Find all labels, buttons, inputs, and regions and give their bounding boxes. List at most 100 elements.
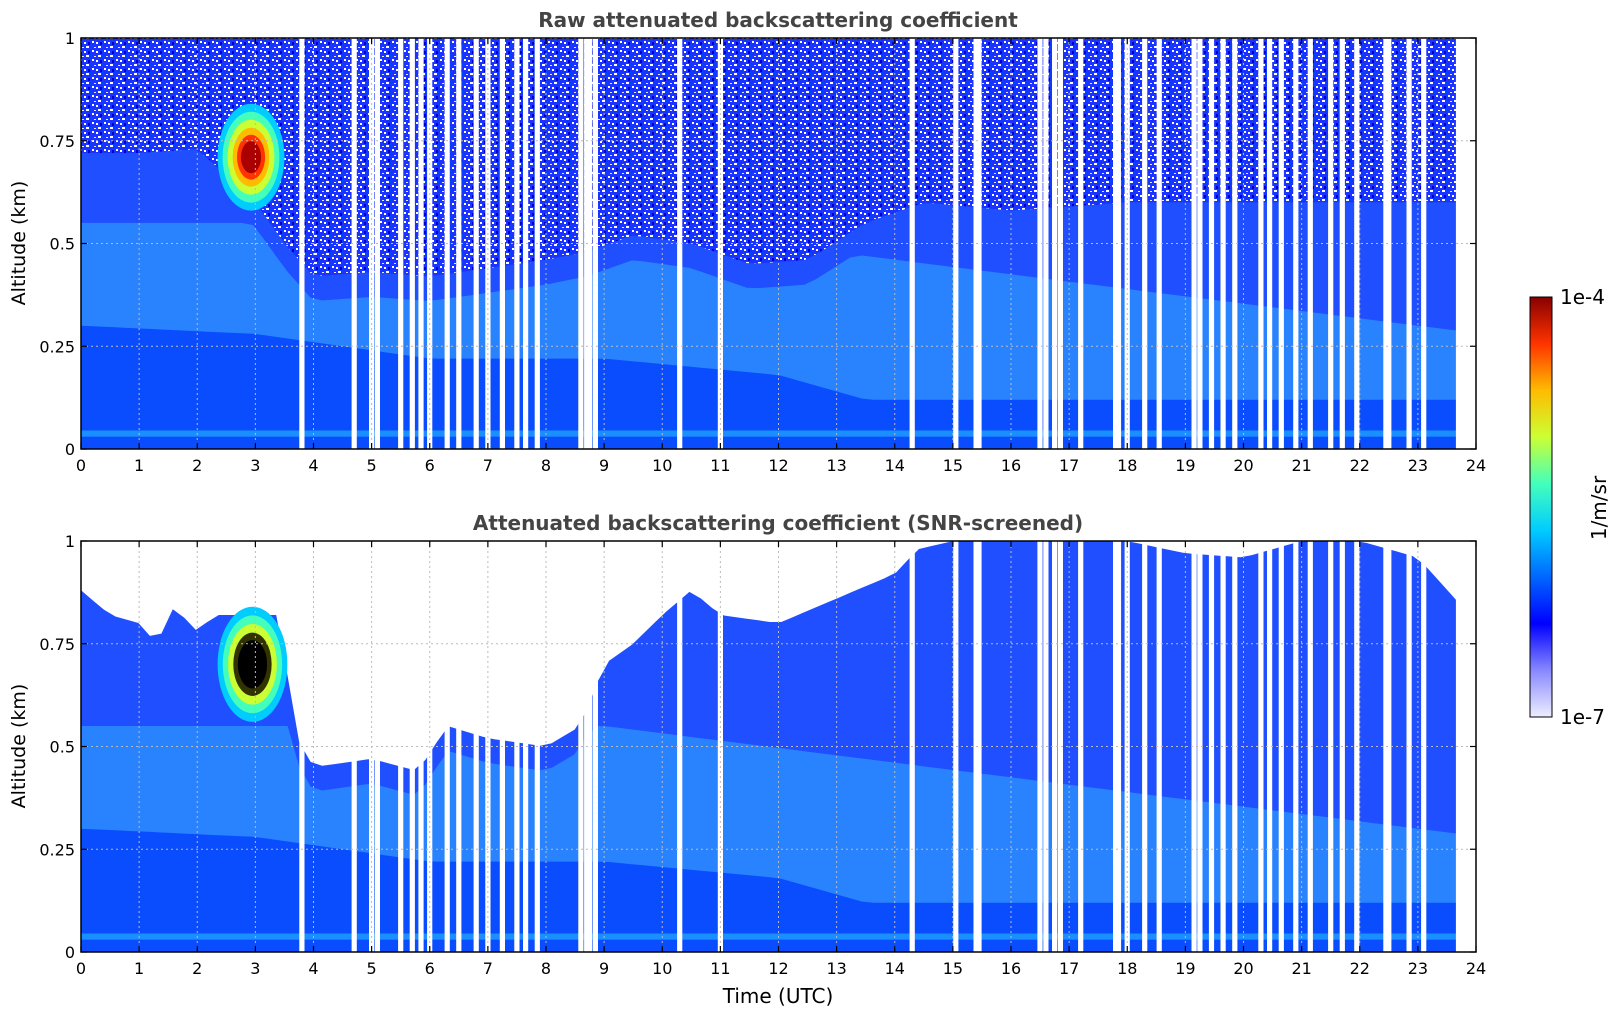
missing-data-gap	[351, 541, 357, 952]
colorbar: 1e-4 1e-7 1/m/sr	[1529, 285, 1611, 729]
missing-data-gap	[1197, 541, 1203, 952]
raw-grid	[81, 38, 1476, 449]
missing-data-gap	[1142, 541, 1148, 952]
x-tick-label: 1	[134, 959, 144, 978]
missing-data-gap	[1043, 541, 1049, 952]
missing-data-gap	[976, 38, 982, 449]
y-tick-label: 1	[65, 532, 75, 551]
x-tick-label: 22	[1350, 456, 1370, 475]
x-tick-label: 19	[1175, 456, 1195, 475]
x-tick-label: 17	[1059, 959, 1079, 978]
x-tick-label: 1	[134, 456, 144, 475]
missing-data-gap	[1220, 38, 1226, 449]
colorbar-scale	[1529, 296, 1553, 718]
y-tick-label: 0.5	[50, 235, 75, 254]
missing-data-gap	[1328, 38, 1334, 449]
snr-grid	[81, 541, 1476, 952]
snr-screened-panel: Attenuated backscattering coefficient (S…	[8, 511, 1486, 1008]
missing-data-gap	[592, 541, 598, 952]
x-tick-label: 18	[1117, 959, 1137, 978]
missing-data-gap	[1258, 541, 1264, 952]
x-tick-label: 20	[1233, 456, 1253, 475]
missing-data-gap	[1267, 541, 1273, 952]
missing-data-gap	[1293, 541, 1299, 952]
missing-data-gap	[1232, 38, 1238, 449]
snr-panel-title: Attenuated backscattering coefficient (S…	[473, 511, 1083, 535]
missing-data-gap	[1115, 38, 1122, 449]
missing-data-gap	[1113, 541, 1119, 952]
missing-data-gap	[1052, 541, 1058, 952]
x-tick-label: 12	[768, 959, 788, 978]
missing-data-gap	[1406, 38, 1412, 449]
missing-data-gap	[1455, 38, 1462, 449]
cloud-feature	[217, 606, 288, 722]
surface-stripe	[81, 933, 1459, 940]
missing-data-gap	[523, 541, 529, 952]
missing-data-gap	[1307, 38, 1313, 449]
x-tick-label: 7	[483, 959, 493, 978]
missing-data-gap	[1293, 38, 1299, 449]
missing-data-gap	[578, 541, 584, 952]
y-tick-label: 0.25	[39, 337, 75, 356]
missing-data-gap	[398, 38, 404, 449]
y-tick-label: 0.25	[39, 840, 75, 859]
missing-data-gap	[1191, 38, 1197, 449]
y-tick-label: 1	[65, 29, 75, 48]
x-tick-label: 14	[885, 456, 905, 475]
missing-data-gap	[1156, 541, 1162, 952]
missing-data-gap	[1043, 38, 1049, 449]
raw-y-ticks: 0 0.25 0.5 0.75 1	[39, 29, 1476, 459]
x-tick-label: 4	[308, 959, 318, 978]
raw-x-ticks: 0 1 2 3 4 5 6 7 8 9 10 11 12 13 14 15 16 17 18 19 20 21 22 23 24	[76, 38, 1486, 475]
x-tick-label: 13	[826, 959, 846, 978]
x-tick-label: 20	[1233, 959, 1253, 978]
missing-data-gap	[1142, 38, 1148, 449]
screened-region	[81, 541, 1459, 770]
missing-data-gap	[953, 541, 959, 952]
x-tick-label: 0	[76, 456, 86, 475]
missing-data-gap	[1386, 38, 1392, 449]
x-tick-label: 22	[1350, 959, 1370, 978]
x-tick-label: 23	[1408, 456, 1428, 475]
x-tick-label: 13	[826, 456, 846, 475]
x-tick-label: 19	[1175, 959, 1195, 978]
colorbar-unit-label: 1/m/sr	[1587, 475, 1611, 540]
x-axis-label: Time (UTC)	[722, 984, 834, 1008]
raw-panel-title: Raw attenuated backscattering coefficien…	[538, 8, 1018, 32]
x-tick-label: 17	[1059, 456, 1079, 475]
x-tick-label: 9	[599, 959, 609, 978]
x-tick-label: 8	[541, 456, 551, 475]
x-tick-label: 15	[943, 959, 963, 978]
x-tick-label: 14	[885, 959, 905, 978]
missing-data-gap	[578, 38, 584, 449]
missing-data-gap	[677, 541, 683, 952]
x-tick-label: 7	[483, 456, 493, 475]
x-tick-label: 10	[652, 456, 672, 475]
x-tick-label: 2	[192, 456, 202, 475]
x-tick-label: 6	[425, 456, 435, 475]
x-tick-label: 4	[308, 456, 318, 475]
y-tick-label: 0.75	[39, 132, 75, 151]
missing-data-gap	[456, 38, 462, 449]
x-tick-label: 18	[1117, 456, 1137, 475]
missing-data-gap	[1258, 38, 1264, 449]
missing-data-gap	[1113, 38, 1119, 449]
missing-data-gap	[1156, 38, 1162, 449]
missing-data-gap	[456, 541, 462, 952]
raw-y-axis-label: Altitude (km)	[8, 181, 30, 306]
x-tick-label: 12	[768, 456, 788, 475]
snr-y-ticks: 0 0.25 0.5 0.75 1	[39, 532, 1476, 962]
y-tick-label: 0.5	[50, 738, 75, 757]
snr-y-axis-label: Altitude (km)	[8, 684, 30, 809]
missing-data-gap	[1421, 541, 1427, 952]
x-tick-label: 2	[192, 959, 202, 978]
missing-data-gap	[1328, 541, 1334, 952]
raw-heatmap	[81, 38, 1476, 449]
missing-data-gap	[976, 541, 982, 952]
missing-data-gap	[953, 38, 959, 449]
missing-data-gap	[523, 38, 529, 449]
missing-data-gap	[1078, 38, 1084, 449]
cloud-feature	[217, 103, 285, 211]
missing-data-gap	[1191, 541, 1197, 952]
missing-data-gap	[1406, 541, 1412, 952]
